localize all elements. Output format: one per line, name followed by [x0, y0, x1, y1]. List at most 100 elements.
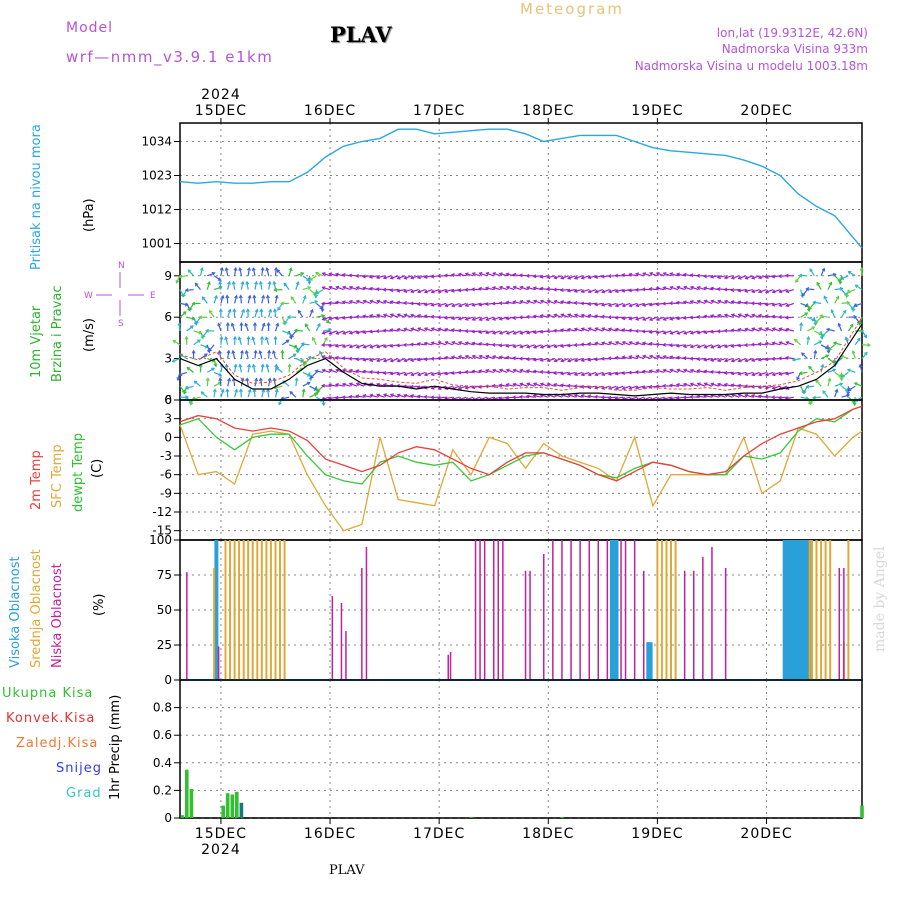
wind-arrow-head	[716, 358, 722, 363]
wind-arrow	[717, 383, 726, 387]
wind-arrow-head	[580, 384, 585, 389]
x-tick-label-top: 16DEC	[304, 103, 356, 119]
wind-arrow	[690, 369, 699, 373]
wind-arrow	[533, 315, 542, 318]
wind-arrow	[795, 275, 802, 283]
cloud-mid-bar	[251, 540, 254, 680]
wind-arrow	[438, 328, 447, 332]
cloud-mid-bar	[265, 540, 268, 680]
wind-arrow-head	[240, 377, 245, 382]
wind-arrow	[329, 272, 338, 277]
wind-arrow	[349, 330, 358, 334]
wind-arrow-head	[417, 372, 422, 377]
wind-arrow	[820, 268, 825, 277]
wind-arrow	[506, 330, 515, 335]
wind-arrow-head	[628, 303, 633, 308]
wind-arrow	[370, 300, 379, 304]
wind-arrow-head	[355, 273, 359, 278]
wind-arrow	[615, 371, 624, 375]
wind-arrow	[622, 316, 631, 320]
wind-arrow	[431, 327, 440, 332]
wind-arrow	[403, 289, 413, 293]
wind-arrow-head	[464, 287, 469, 292]
wind-arrow	[663, 272, 672, 277]
wind-arrow-head	[272, 349, 276, 354]
wind-arrow-head	[512, 368, 517, 373]
wind-arrow-head	[275, 366, 280, 371]
wind-arrow	[329, 369, 338, 373]
wind-arrow-head	[641, 341, 646, 346]
wind-arrow-head	[847, 271, 852, 275]
wind-arrow	[601, 302, 610, 306]
wind-arrow	[642, 330, 651, 333]
wind-arrow	[513, 344, 522, 348]
wind-arrow-head	[232, 335, 237, 340]
wind-arrow-head	[655, 272, 660, 276]
wind-arrow	[451, 274, 460, 277]
wind-arrow-head	[389, 275, 394, 280]
wind-arrow-head	[184, 288, 189, 293]
cloud-mid-bar	[229, 540, 231, 680]
wind-arrow	[186, 316, 195, 320]
wind-arrow-head	[842, 309, 847, 314]
wind-arrow-head	[593, 357, 598, 362]
wind-arrow-head	[314, 271, 319, 276]
wind-arrow	[520, 286, 528, 291]
wind-arrow-head	[457, 328, 462, 333]
wind-arrow	[703, 275, 713, 277]
wind-arrow	[567, 371, 576, 375]
wind-arrow	[794, 338, 802, 346]
wind-arrow	[676, 369, 685, 373]
wind-arrow-head	[484, 286, 489, 291]
wind-arrow	[840, 355, 849, 360]
wind-arrow	[567, 328, 576, 332]
wind-arrow	[520, 330, 528, 334]
wind-arrow-head	[245, 308, 250, 313]
wind-arrow-head	[443, 355, 448, 360]
wind-arrow	[226, 295, 229, 304]
wind-arrow	[479, 355, 488, 360]
wind-arrow-head	[213, 363, 218, 368]
wind-arrow-head	[532, 299, 537, 304]
wind-arrow	[711, 300, 720, 304]
y-tick-label: 1023	[141, 169, 172, 183]
wind-arrow-head	[608, 341, 612, 345]
wind-arrow-head	[723, 287, 728, 292]
cloud-mid-bar	[665, 540, 668, 680]
wind-arrow	[465, 302, 474, 307]
wind-arrow-head	[327, 343, 332, 348]
wind-arrow	[383, 344, 392, 348]
wind-arrow	[369, 344, 379, 349]
wind-arrow-head	[730, 328, 735, 333]
wind-arrow	[628, 273, 638, 277]
wind-arrow-head	[355, 330, 360, 335]
wind-arrow	[533, 275, 542, 278]
wind-arrow-head	[723, 328, 728, 333]
wind-arrow	[581, 371, 590, 376]
wind-arrow	[800, 396, 809, 400]
wind-arrow-head	[471, 369, 476, 374]
wind-arrow	[801, 352, 808, 360]
cloud-high-bar	[785, 540, 789, 680]
wind-arrow	[356, 382, 365, 387]
wind-arrow-head	[710, 299, 715, 304]
wind-arrow	[615, 289, 624, 293]
wind-arrow-head	[737, 371, 742, 376]
wind-arrow-head	[491, 342, 496, 347]
wind-arrow-head	[546, 313, 551, 318]
y-tick-label: 3	[164, 352, 172, 366]
wind-arrow-head	[587, 342, 592, 346]
wind-arrow	[670, 330, 679, 335]
wind-arrow-head	[457, 355, 462, 359]
wind-arrow-head	[172, 340, 177, 344]
wind-arrow	[260, 378, 263, 387]
wind-arrow-head	[662, 317, 667, 321]
wind-arrow	[690, 300, 699, 304]
cloud-mid-bar	[674, 540, 677, 680]
wind-arrow	[704, 300, 713, 304]
wind-arrow-head	[247, 388, 252, 393]
wind-arrow-head	[355, 286, 360, 290]
wind-arrow-head	[457, 288, 462, 293]
wind-arrow	[335, 273, 344, 277]
cloud-low-bar	[217, 646, 220, 680]
